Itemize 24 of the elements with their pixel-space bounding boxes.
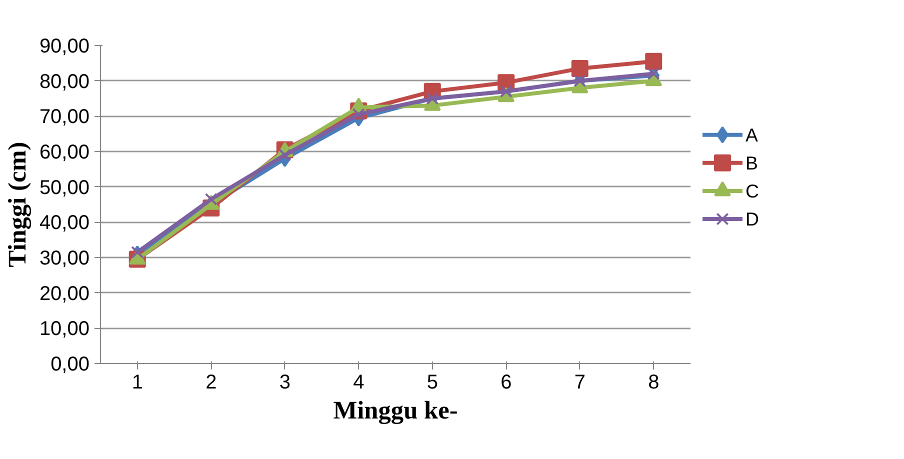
y-tick-label: 90,00 — [39, 36, 90, 58]
x-tick-label: 4 — [353, 372, 364, 394]
x-tick-label: 1 — [132, 372, 143, 394]
y-tick-label: 50,00 — [39, 176, 90, 199]
y-tick-label: 40,00 — [39, 212, 90, 234]
x-axis-title: Minggu ke- — [333, 396, 458, 424]
legend-label: D — [746, 208, 759, 230]
y-tick-label: 70,00 — [39, 106, 90, 128]
y-tick-label: 80,00 — [39, 70, 90, 93]
y-axis-title: Tinggi (cm) — [3, 142, 32, 268]
x-tick-label: 7 — [574, 372, 586, 394]
x-tick-label: 3 — [279, 372, 290, 394]
y-tick-label: 0,00 — [50, 354, 90, 376]
x-tick-label: 8 — [648, 372, 660, 394]
x-tick-label: 6 — [500, 372, 512, 394]
x-tick-label: 2 — [206, 372, 217, 394]
x-tick-label: 5 — [426, 372, 438, 394]
y-tick-label: 10,00 — [39, 318, 90, 340]
legend-label: B — [746, 152, 758, 174]
y-tick-label: 60,00 — [39, 142, 90, 164]
y-tick-label: 20,00 — [39, 282, 90, 305]
y-tick-label: 30,00 — [39, 248, 90, 270]
legend-label: C — [746, 180, 759, 202]
legend-label: A — [746, 124, 758, 146]
